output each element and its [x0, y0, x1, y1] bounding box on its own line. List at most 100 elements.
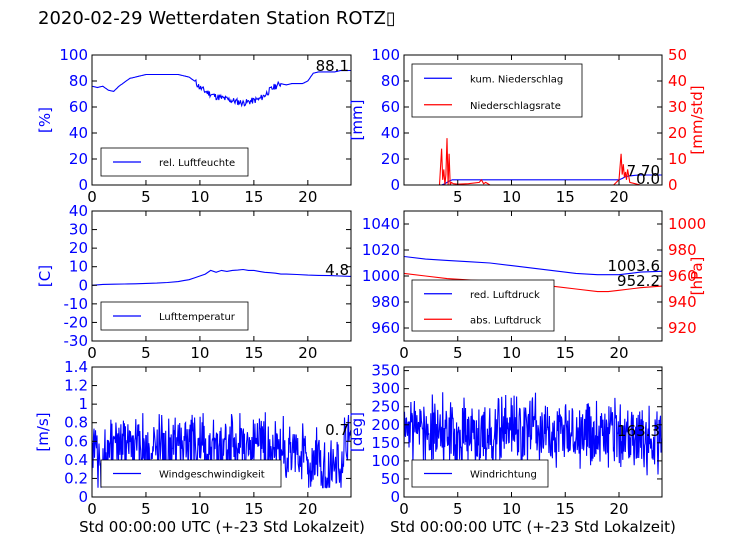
plot-frame	[403, 54, 663, 186]
x-tick-label: 5	[453, 500, 463, 518]
y-tick-label: 40	[69, 124, 88, 142]
y2-tick-label: 1000	[668, 215, 706, 233]
y-tick-label: 300	[371, 380, 400, 398]
x-tick-label: 15	[244, 188, 263, 206]
plot-frame	[91, 54, 352, 186]
legend-box	[411, 63, 583, 118]
y-tick-label: 0.8	[64, 414, 88, 432]
last-value-label: 0.7	[325, 421, 349, 439]
y-tick-label: 80	[381, 72, 400, 90]
y-tick-label: 40	[69, 202, 88, 220]
x-tick-label: 20	[609, 344, 628, 362]
y-tick-label: 60	[381, 98, 400, 116]
y2-tick-label: 0	[668, 176, 678, 194]
series-line-windgeschwindigkeit	[92, 412, 351, 489]
y-tick-label: 1040	[362, 215, 400, 233]
y-tick-label: 0	[390, 488, 400, 506]
y-tick-label: 0	[78, 488, 88, 506]
y2-tick-label: 40	[668, 72, 687, 90]
x-tick-label: 0	[399, 344, 409, 362]
y-tick-label: 40	[381, 124, 400, 142]
y-tick-label: -10	[64, 295, 89, 313]
legend-label: Niederschlagsrate	[470, 101, 561, 112]
y-tick-label: 60	[69, 98, 88, 116]
x-tick-label: 20	[609, 500, 628, 518]
y-tick-label: 1.2	[64, 377, 88, 395]
legend-label: abs. Luftdruck	[470, 315, 541, 326]
x-tick-label: 15	[556, 344, 575, 362]
y-axis-label: [m/s]	[34, 412, 52, 451]
y-axis-label: [%]	[36, 107, 54, 133]
series-line-rel-luftfeuchte	[92, 69, 351, 108]
last-value2-label: 0.0	[636, 170, 660, 188]
x-tick-label: 10	[502, 344, 521, 362]
y-tick-label: 0	[390, 176, 400, 194]
y-tick-label: 0	[78, 176, 88, 194]
x-tick-label: 20	[298, 344, 317, 362]
x-tick-label: 20	[609, 188, 628, 206]
legend-label: red. Luftdruck	[470, 290, 540, 301]
x-tick-label: 5	[141, 188, 151, 206]
x-tick-label: 20	[298, 188, 317, 206]
x-tick-label: 5	[453, 188, 463, 206]
x-tick-label: 15	[244, 500, 263, 518]
plot-frame	[91, 366, 352, 498]
humidity-panel: 0 20 40 60 80 100 0 5 10 15 20 [%] 88.1 rel. Luftfeuc…	[36, 46, 352, 206]
y2-tick-label: 920	[668, 319, 697, 337]
x-tick-label: 10	[190, 344, 209, 362]
windspeed-panel: 00.20.40.60.811.21.40 5 10 15 20[m/s] 0.7Wind…	[34, 358, 352, 518]
y2-tick-label: 30	[668, 98, 687, 116]
last-value-label: 163.3	[617, 422, 660, 440]
y-tick-label: 20	[381, 150, 400, 168]
x-tick-label: 0	[87, 188, 97, 206]
last-value-label: 1003.6	[608, 257, 661, 275]
y-tick-label: 0.2	[64, 469, 88, 487]
series-line-lufttemperatur	[92, 268, 351, 286]
y-tick-label: -30	[64, 332, 89, 350]
y-tick-label: 1000	[362, 267, 400, 285]
y2-axis-label: [mm/std]	[688, 85, 706, 154]
y2-tick-label: 50	[668, 46, 687, 64]
series-line-red-luftdruck	[404, 255, 662, 276]
y-tick-label: 30	[69, 221, 88, 239]
precipitation-panel: 0 20 40 60 80 100 0 10 20 30 40 50 5 10 15 20 [mm] [mm/st…	[348, 46, 706, 206]
legend-box	[411, 279, 555, 332]
legend-label: Lufttemperatur	[159, 312, 236, 323]
y-tick-label: 960	[371, 319, 400, 337]
series-line-windrichtung	[404, 392, 662, 476]
legend-label: kum. Niederschlag	[470, 74, 563, 85]
y-tick-label: 100	[371, 452, 400, 470]
y-tick-label: 0.6	[64, 432, 88, 450]
y2-axis-label: [hPa]	[688, 257, 706, 296]
y-tick-label: 100	[59, 46, 88, 64]
y-tick-label: 0	[78, 276, 88, 294]
y-tick-label: 350	[371, 362, 400, 380]
y-axis-label: [mm]	[348, 100, 366, 141]
y-tick-label: 10	[69, 258, 88, 276]
x-tick-label: 15	[244, 344, 263, 362]
legend-label: Windgeschwindigkeit	[159, 470, 265, 481]
x-tick-label: 10	[190, 188, 209, 206]
x-axis-label: Std 00:00:00 UTC (+-23 Std Lokalzeit)	[390, 518, 676, 536]
y-tick-label: 1	[78, 395, 88, 413]
plot-frame	[91, 210, 352, 342]
x-tick-label: 20	[298, 500, 317, 518]
y-tick-label: 1020	[362, 241, 400, 259]
y2-tick-label: 940	[668, 293, 697, 311]
y-tick-label: 100	[371, 46, 400, 64]
y2-tick-label: 10	[668, 150, 687, 168]
y2-tick-label: 20	[668, 124, 687, 142]
x-tick-label: 5	[453, 344, 463, 362]
series-line-abs-luftdruck	[404, 272, 662, 293]
x-tick-label: 0	[87, 500, 97, 518]
x-tick-label: 5	[141, 344, 151, 362]
x-axis-label: Std 00:00:00 UTC (+-23 Std Lokalzeit)	[79, 518, 365, 536]
legend-label: rel. Luftfeuchte	[159, 158, 235, 169]
y-tick-label: 200	[371, 416, 400, 434]
y-tick-label: 0.4	[64, 451, 88, 469]
x-tick-label: 10	[502, 500, 521, 518]
y-tick-label: 1.4	[64, 358, 88, 376]
